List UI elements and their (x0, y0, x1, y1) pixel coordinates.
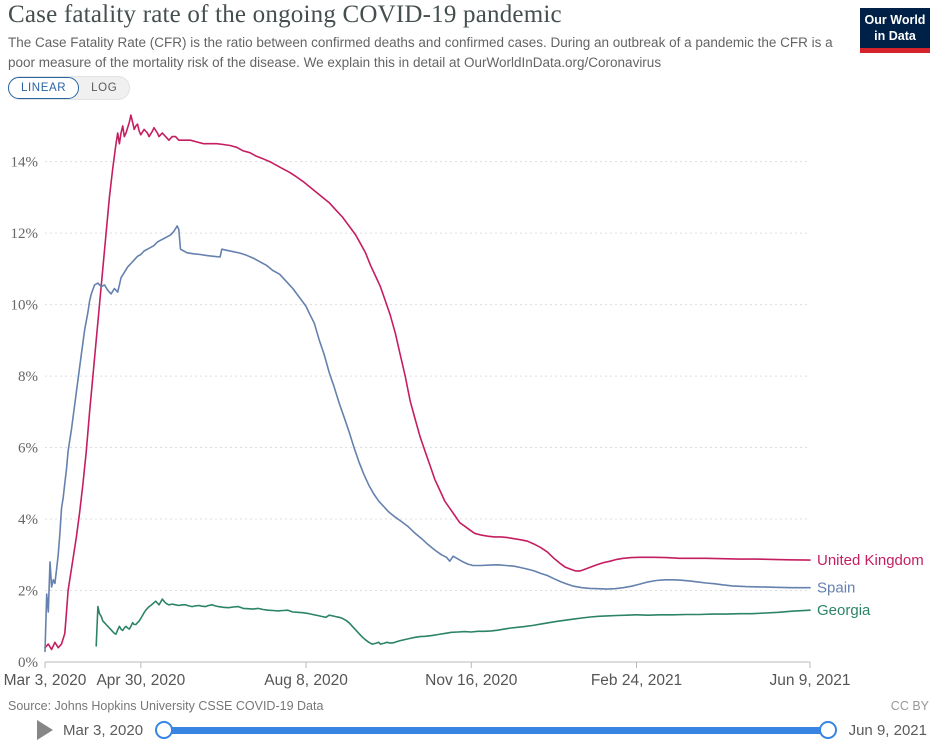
y-tick-label: 12% (11, 226, 39, 242)
series-label-united-kingdom: United Kingdom (817, 552, 924, 569)
log-scale-button[interactable]: LOG (79, 77, 129, 99)
series-line-spain[interactable] (44, 225, 811, 653)
source-note: Source: Johns Hopkins University CSSE CO… (8, 699, 324, 713)
linear-scale-button[interactable]: LINEAR (8, 77, 80, 99)
license-note[interactable]: CC BY (890, 699, 929, 713)
x-tick-label: Aug 8, 2020 (264, 672, 348, 689)
timeline-start-label: Mar 3, 2020 (63, 721, 144, 739)
x-tick-label: Apr 30, 2020 (96, 672, 185, 689)
chart-svg[interactable]: 0% 2% 4% 6% 8% 10% 12% 14% Mar 3, 2020 Apr 30, 20… (0, 100, 937, 694)
play-icon (37, 720, 53, 740)
owid-logo-line2: in Data (874, 28, 916, 43)
x-tick-label: Feb 24, 2021 (591, 672, 682, 689)
series-label-georgia: Georgia (817, 602, 871, 619)
page-title: Case fatality rate of the ongoing COVID-… (8, 1, 562, 28)
timeline-track[interactable] (155, 721, 837, 739)
x-tick-label: Jun 9, 2021 (769, 672, 850, 689)
y-tick-label: 0% (18, 655, 38, 671)
subtitle-link[interactable]: OurWorldInData.org/Coronavirus (463, 55, 662, 71)
timeline-end-label: Jun 9, 2021 (848, 721, 927, 739)
y-tick-label: 2% (18, 584, 38, 600)
y-tick-label: 14% (11, 155, 39, 171)
y-tick-label: 6% (18, 441, 38, 457)
scale-toggle: LINEAR LOG (8, 76, 131, 100)
subtitle-text: The Case Fatality Rate (CFR) is the rati… (8, 35, 833, 71)
timeline-start-handle[interactable] (155, 721, 174, 739)
series-line-united-kingdom[interactable] (44, 114, 811, 651)
play-button[interactable] (37, 720, 53, 740)
timeline-end-handle[interactable] (818, 721, 837, 739)
y-tick-label: 8% (18, 369, 38, 385)
owid-logo[interactable]: Our World in Data (860, 8, 930, 54)
x-tick-label: Mar 3, 2020 (4, 672, 87, 689)
series-label-spain: Spain (817, 580, 855, 597)
x-tick-label: Nov 16, 2020 (425, 672, 518, 689)
y-tick-label: 10% (11, 298, 39, 314)
chart-area: 0% 2% 4% 6% 8% 10% 12% 14% Mar 3, 2020 Apr 30, 20… (0, 100, 937, 699)
chart-subtitle: The Case Fatality Rate (CFR) is the rati… (8, 33, 850, 74)
owid-logo-red-bar (860, 48, 930, 54)
timeline-control: Mar 3, 2020 Jun 9, 2021 (0, 716, 937, 744)
series-line-georgia[interactable] (95, 598, 811, 647)
y-tick-label: 4% (18, 512, 38, 528)
owid-logo-line1: Our World (864, 13, 926, 27)
